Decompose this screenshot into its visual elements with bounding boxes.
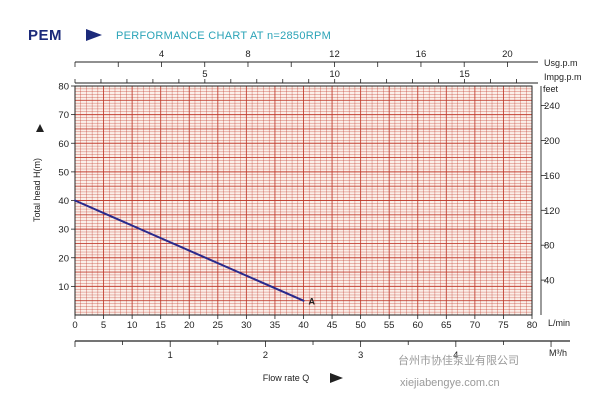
- curve-label: A: [309, 297, 316, 307]
- x-tick-label: 75: [498, 320, 509, 331]
- y-axis-label: Total head H(m): [32, 158, 42, 222]
- m3h-tick-label: 4: [453, 350, 458, 361]
- usgpm-tick-label: 12: [329, 49, 340, 60]
- impgpm-tick-label: 15: [459, 69, 470, 80]
- feet-tick-label: 80: [544, 241, 555, 252]
- x-tick-label: 20: [184, 320, 195, 331]
- x-tick-label: 5: [101, 320, 106, 331]
- y-tick-label: 30: [58, 225, 69, 236]
- x-tick-label: 0: [72, 320, 77, 331]
- feet-tick-label: 200: [544, 136, 560, 147]
- feet-tick-label: 160: [544, 171, 560, 182]
- y-tick-label: 10: [58, 282, 69, 293]
- x-tick-label: 25: [213, 320, 224, 331]
- usgpm-axis-label: Usg.p.m: [544, 58, 578, 68]
- watermark-url: xiejiabengye.com.cn: [400, 377, 500, 389]
- x-tick-label: 60: [412, 320, 423, 331]
- x-tick-label: 65: [441, 320, 452, 331]
- usgpm-tick-label: 20: [502, 49, 513, 60]
- y-tick-label: 20: [58, 253, 69, 264]
- m3h-tick-label: 2: [263, 350, 268, 361]
- brand-arrow-icon: [86, 29, 102, 41]
- chart-title: PERFORMANCE CHART AT n=2850RPM: [116, 30, 331, 42]
- x-axis-label: Flow rate Q: [263, 373, 310, 383]
- plot-area: 0 5 10 15 20 25 30 35 40 45 50 55 60 65 70 75 80 L/min102…: [32, 49, 582, 383]
- x-tick-label: 35: [270, 320, 281, 331]
- y-tick-label: 80: [58, 82, 69, 93]
- feet-tick-label: 40: [544, 276, 555, 287]
- usgpm-tick-label: 8: [245, 49, 250, 60]
- y-axis-arrow-icon: [36, 124, 44, 132]
- x-tick-label: 45: [327, 320, 338, 331]
- feet-tick-label: 240: [544, 101, 560, 112]
- m3h-tick-label: 1: [168, 350, 173, 361]
- x-unit-label: L/min: [548, 318, 570, 328]
- x-tick-label: 15: [155, 320, 166, 331]
- x-tick-label: 70: [470, 320, 481, 331]
- feet-tick-label: 120: [544, 206, 560, 217]
- impgpm-tick-label: 10: [329, 69, 340, 80]
- performance-curve-line: [74, 199, 305, 302]
- y-tick-label: 60: [58, 139, 69, 150]
- impgpm-axis-label: Impg.p.m: [544, 72, 582, 82]
- feet-axis-label: feet: [543, 84, 559, 94]
- x-tick-label: 10: [127, 320, 138, 331]
- m3h-axis-label: M³/h: [549, 348, 567, 358]
- x-axis-arrow-icon: [330, 373, 343, 383]
- x-tick-label: 55: [384, 320, 395, 331]
- x-tick-label: 30: [241, 320, 252, 331]
- usgpm-tick-label: 4: [159, 49, 164, 60]
- m3h-tick-label: 3: [358, 350, 363, 361]
- y-tick-label: 70: [58, 110, 69, 121]
- impgpm-tick-label: 5: [202, 69, 207, 80]
- watermark: 台州市协佳泵业有限公司 xiejiabengye.com.cn: [398, 353, 519, 389]
- x-tick-label: 50: [355, 320, 366, 331]
- chart-header: PEM PERFORMANCE CHART AT n=2850RPM: [28, 27, 331, 44]
- x-tick-label: 40: [298, 320, 309, 331]
- watermark-company: 台州市协佳泵业有限公司: [398, 353, 519, 367]
- x-tick-label: 80: [527, 320, 538, 331]
- usgpm-tick-label: 16: [416, 49, 427, 60]
- y-tick-label: 50: [58, 167, 69, 178]
- y-tick-label: 40: [58, 196, 69, 207]
- brand-logo: PEM: [28, 27, 62, 44]
